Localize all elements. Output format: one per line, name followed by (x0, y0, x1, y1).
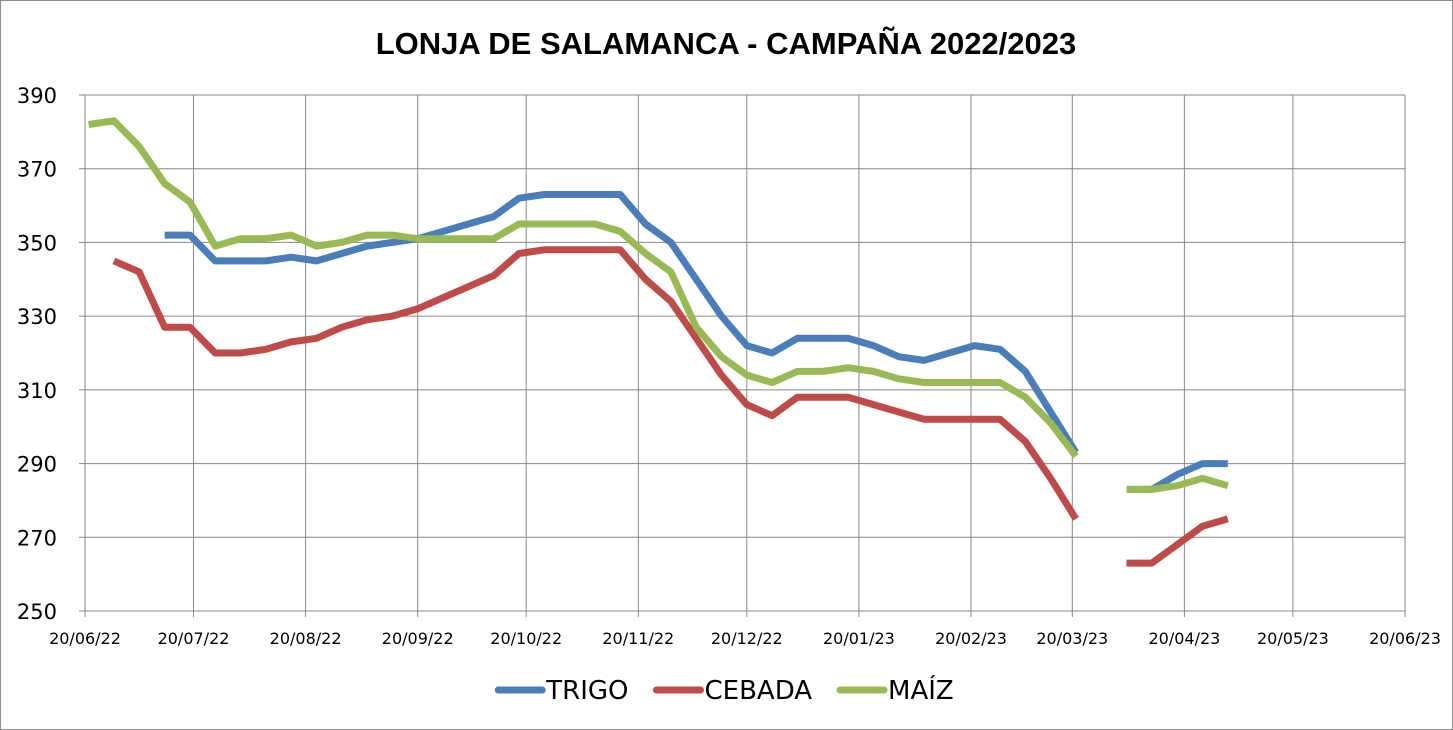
x-tick-label: 20/08/22 (270, 629, 342, 648)
x-tick-label: 20/01/23 (823, 629, 895, 648)
x-tick-label: 20/09/22 (382, 629, 454, 648)
grid (85, 94, 1406, 611)
x-tick-labels: 20/06/22 20/07/22 20/08/22 20/09/22 20/10/22… (49, 629, 1441, 648)
legend-label: CEBADA (704, 676, 812, 706)
y-tick-label: 290 (17, 453, 57, 477)
legend-label: MAÍZ (888, 674, 954, 706)
legend-item: MAÍZ (836, 674, 954, 706)
x-tick-label: 20/12/22 (711, 629, 783, 648)
y-tick-label: 270 (17, 526, 57, 550)
x-tick-label: 20/02/23 (935, 629, 1007, 648)
x-tick-label: 20/04/23 (1148, 629, 1220, 648)
y-tick-labels: 250 270 290 310 330 350 370 390 (17, 84, 57, 624)
legend-item: TRIGO (494, 676, 628, 706)
series-line-segment (88, 117, 1079, 459)
series-cebada (112, 246, 1229, 567)
legend-item: CEBADA (652, 676, 812, 706)
y-tick-label: 390 (17, 84, 57, 108)
series-line-segment (1126, 474, 1229, 493)
series-line-segment (112, 246, 1079, 521)
x-tick-label: 20/07/22 (158, 629, 230, 648)
x-tick-label: 20/03/23 (1036, 629, 1108, 648)
y-tick-label: 250 (17, 600, 57, 624)
y-tick-label: 330 (17, 305, 57, 329)
legend: TRIGO CEBADA MAÍZ (494, 674, 954, 706)
y-tick-label: 370 (17, 158, 57, 182)
y-tick-label: 310 (17, 379, 57, 403)
chart-title: LONJA DE SALAMANCA - CAMPAÑA 2022/2023 (376, 26, 1077, 61)
x-tick-label: 20/10/22 (490, 629, 562, 648)
series-line-segment (1126, 515, 1229, 567)
legend-label: TRIGO (545, 676, 628, 706)
series-line-segment (164, 191, 1079, 455)
x-tick-label: 20/05/23 (1257, 629, 1329, 648)
x-tick-label: 20/06/23 (1369, 629, 1441, 648)
x-tick-label: 20/11/22 (602, 629, 674, 648)
series-maiz (88, 117, 1229, 493)
series-lines (88, 117, 1229, 567)
axes (79, 94, 1406, 617)
x-tick-label: 20/06/22 (49, 629, 121, 648)
y-tick-label: 350 (17, 231, 57, 255)
